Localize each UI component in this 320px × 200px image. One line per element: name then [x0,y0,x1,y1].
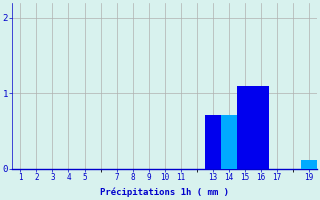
Bar [301,160,317,169]
Bar [205,115,221,169]
X-axis label: Précipitations 1h ( mm ): Précipitations 1h ( mm ) [100,188,229,197]
Bar [237,86,253,169]
Bar [253,86,269,169]
Bar [221,115,237,169]
